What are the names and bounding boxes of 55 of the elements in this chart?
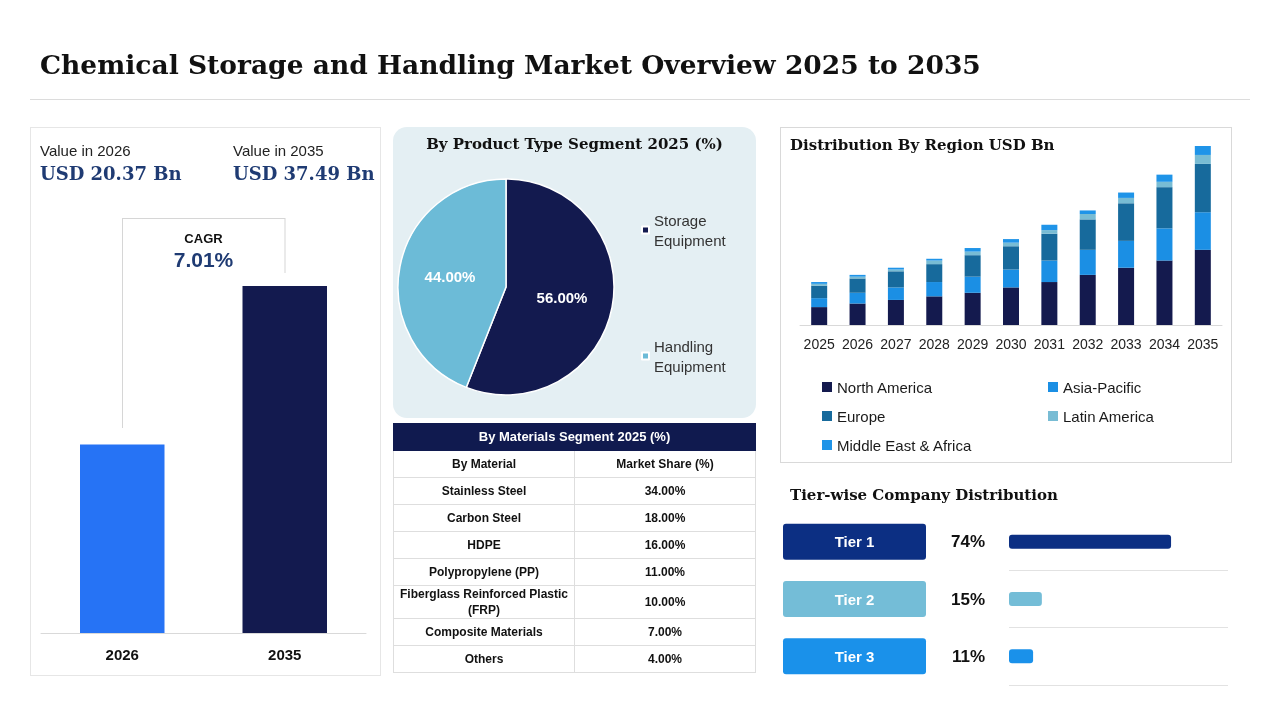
data-label: 11% (951, 646, 985, 666)
data-label: 56.00% (536, 289, 588, 307)
legend-label: Storage Equipment (654, 211, 727, 249)
x-tick-label: 2027 (880, 336, 912, 352)
data-label: 44.00% (424, 267, 476, 285)
category-label: Others (464, 652, 504, 666)
x-tick-label: 2034 (1148, 336, 1181, 352)
text: Value in 2035 (233, 142, 324, 159)
y-tick-label: Tier 2 (834, 590, 875, 608)
text: 18.00% (644, 511, 686, 525)
legend-label: Middle East & Africa (837, 436, 972, 454)
chart-title: By Product Type Segment 2025 (%) (426, 134, 723, 153)
text: 16.00% (644, 538, 686, 552)
category-label: Carbon Steel (446, 511, 521, 525)
text: 4.00% (647, 652, 683, 666)
data-label: 74% (950, 532, 985, 552)
x-tick-label: 2028 (918, 336, 951, 352)
x-tick-label: 2029 (957, 336, 989, 352)
x-tick-label: 2035 (1187, 336, 1219, 352)
data-label: USD 37.49 Bn (233, 163, 375, 184)
text: By Materials Segment 2025 (%) (478, 429, 671, 444)
text: By Material (451, 457, 517, 471)
y-tick-label: Tier 1 (834, 533, 875, 551)
category-label: Polypropylene (PP) (428, 565, 540, 579)
text: 11.00% (644, 565, 686, 579)
y-tick-label: Tier 3 (834, 647, 875, 665)
x-tick-label: 2025 (803, 336, 835, 352)
data-label: 15% (950, 589, 985, 609)
x-tick-label: 2026 (105, 646, 139, 663)
category-label: Stainless Steel (441, 484, 527, 498)
text: CAGR (184, 231, 223, 246)
text: 34.00% (644, 484, 686, 498)
legend-label: North America (837, 378, 933, 396)
category-label: HDPE (467, 538, 501, 552)
legend-label: Europe (837, 407, 886, 425)
data-label: USD 20.37 Bn (40, 163, 182, 184)
legend-label: Latin America (1063, 407, 1155, 425)
x-tick-label: 2030 (995, 336, 1027, 352)
text: 7.01% (173, 248, 234, 271)
legend-label: Handling Equipment (654, 337, 727, 375)
x-tick-label: 2032 (1072, 336, 1104, 352)
text: Chemical Storage and Handling Market Overview 2025 to 2035 (40, 49, 981, 80)
legend-label: Asia-Pacific (1063, 378, 1142, 396)
x-tick-label: 2033 (1110, 336, 1142, 352)
chart-title: Distribution By Region USD Bn (790, 135, 1055, 154)
category-label: Fiberglass Reinforced Plastic (FRP) (399, 587, 569, 617)
text: Value in 2026 (40, 142, 131, 159)
x-tick-label: 2035 (268, 646, 302, 663)
text: Market Share (%) (616, 457, 714, 471)
category-label: Composite Materials (425, 625, 543, 639)
x-tick-label: 2031 (1033, 336, 1066, 352)
x-tick-label: 2026 (841, 336, 874, 352)
text: 10.00% (644, 595, 686, 609)
text: 7.00% (647, 625, 683, 639)
chart-title: Tier-wise Company Distribution (790, 485, 1058, 504)
